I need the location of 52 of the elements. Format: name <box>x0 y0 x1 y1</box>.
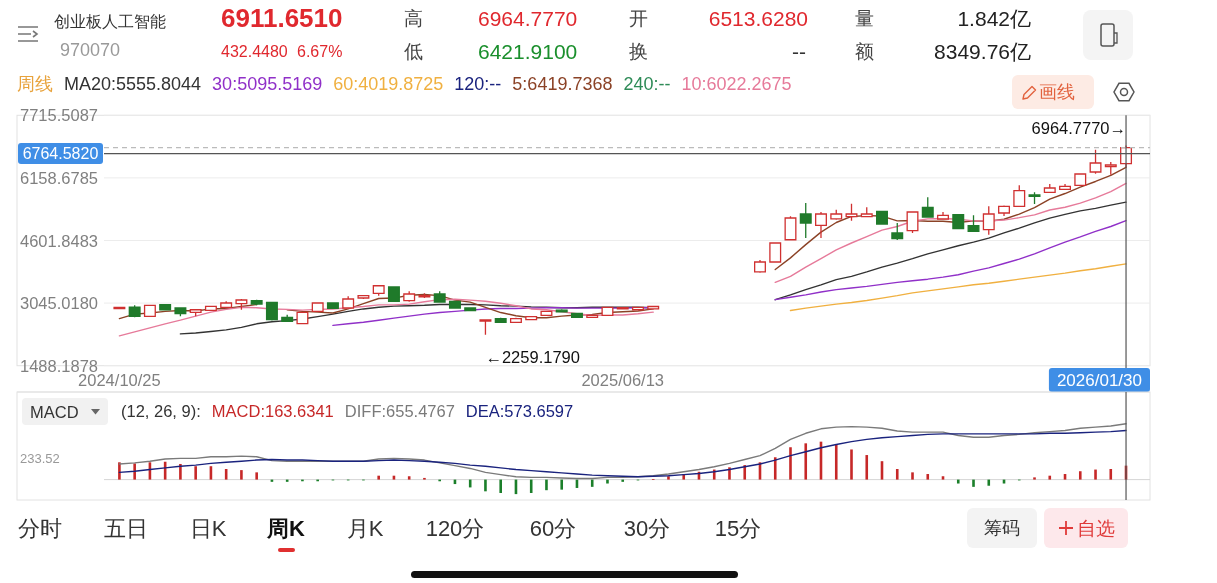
text: 量 <box>855 7 874 29</box>
y-tick-label: 3045.0180 <box>20 294 98 313</box>
text: 30分 <box>623 515 671 541</box>
text: 分时 <box>18 515 62 541</box>
x-tick-label: 2025/06/13 <box>581 371 665 389</box>
text: 6513.6280 <box>708 6 808 30</box>
text: 自选 <box>1077 517 1115 539</box>
text: 低 <box>404 40 423 62</box>
text: 6964.7770 <box>478 6 578 30</box>
text: DIFF:655.4767 <box>344 402 455 420</box>
text: 周K <box>266 515 306 541</box>
text: 额 <box>855 40 874 62</box>
annotation: 6964.7770→ <box>1031 119 1127 138</box>
text: 6421.9100 <box>478 39 578 63</box>
text: 画线 <box>1039 82 1075 102</box>
text: 开 <box>629 7 648 29</box>
text: 五日 <box>104 515 148 541</box>
text: 432.4480 <box>221 42 288 60</box>
text: 高 <box>404 7 423 29</box>
text: 月K <box>346 515 384 541</box>
y-tick-label: 4601.8483 <box>20 231 98 250</box>
text: 30:5095.5169 <box>212 74 323 94</box>
text: DEA:573.6597 <box>465 402 574 420</box>
ref-line-label: 6764.5820 <box>22 145 99 163</box>
text: 6911.6510 <box>221 3 343 33</box>
legend-title: (12, 26, 9): <box>121 402 201 420</box>
text: MA20:5555.8044 <box>64 74 202 94</box>
text: 60:4019.8725 <box>333 74 444 94</box>
text: 换 <box>629 40 648 62</box>
chart-title: MACD <box>30 402 79 421</box>
text: -- <box>792 39 806 63</box>
legend-label: 120:-- <box>454 74 502 94</box>
text: 60分 <box>529 515 577 541</box>
annotation: ←2259.1790 <box>485 347 580 366</box>
text: 6.67% <box>297 42 343 60</box>
annotation: 233.52 <box>20 450 60 466</box>
y-tick-label: 6158.6785 <box>20 168 98 187</box>
y-tick-label: 7715.5087 <box>20 106 98 125</box>
legend-title: 周线 <box>17 74 53 94</box>
ref-line-label: 2026/01/30 <box>1056 370 1142 390</box>
text: 创业板人工智能 <box>54 12 166 30</box>
text: 1.842亿 <box>957 6 1031 30</box>
text: 8349.76亿 <box>934 39 1031 63</box>
legend-label: 240:-- <box>623 74 671 94</box>
text: 筹码 <box>984 518 1020 538</box>
text: 5:6419.7368 <box>512 74 613 94</box>
text: 10:6022.2675 <box>681 74 792 94</box>
text: MACD:163.6341 <box>211 402 334 420</box>
text: 970070 <box>60 40 121 60</box>
text: 15分 <box>714 515 762 541</box>
text: 日K <box>189 515 227 541</box>
text: 120分 <box>425 515 485 541</box>
